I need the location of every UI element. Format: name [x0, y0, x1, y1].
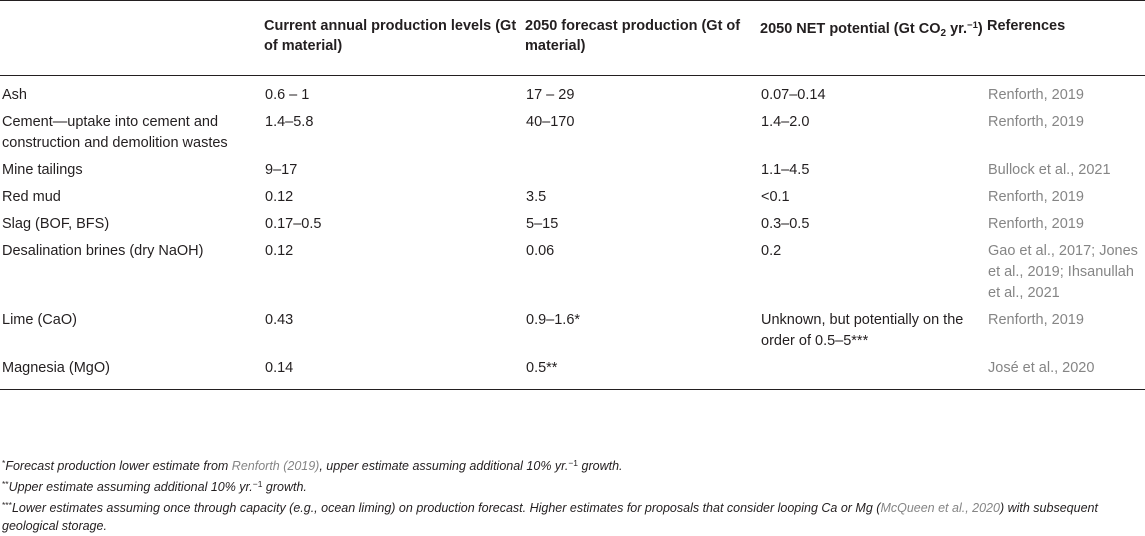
footnote-1-text-3: growth. — [578, 459, 623, 473]
cell-forecast: 17 – 29 — [526, 87, 575, 103]
table-header: Current annual production levels (Gt of … — [0, 0, 1145, 76]
cell-material: Desalination brines (dry NaOH) — [2, 243, 204, 259]
footnote-1-superscript: −1 — [568, 458, 579, 468]
cell-reference-link[interactable]: Renforth, 2019 — [988, 114, 1084, 130]
cell-forecast: 5–15 — [526, 216, 559, 232]
header-net-potential-subscript: 2 — [940, 28, 947, 39]
cell-potential: 0.3–0.5 — [761, 216, 810, 232]
table-row: Lime (CaO) 0.43 0.9–1.6* Unknown, but po… — [0, 309, 1145, 357]
cell-potential: Unknown, but potentially on the order of… — [761, 312, 964, 349]
footnote-2: **Upper estimate assuming additional 10%… — [2, 475, 1142, 496]
cell-material: Lime (CaO) — [2, 312, 77, 328]
table-row: Magnesia (MgO) 0.14 0.5** José et al., 2… — [0, 357, 1145, 390]
cell-potential: 1.4–2.0 — [761, 114, 810, 130]
table-row: Red mud 0.12 3.5 <0.1 Renforth, 2019 — [0, 186, 1145, 213]
footnote-2-text: Upper estimate assuming additional 10% y… — [8, 480, 253, 494]
cell-forecast: 0.06 — [526, 243, 555, 259]
footnote-2-text-2: growth. — [262, 480, 307, 494]
cell-reference-link[interactable]: José et al., 2020 — [988, 360, 1095, 376]
table-row: Desalination brines (dry NaOH) 0.12 0.06… — [0, 240, 1145, 309]
cell-reference-link[interactable]: Renforth, 2019 — [988, 216, 1084, 232]
cell-reference-link[interactable]: Renforth, 2019 — [988, 189, 1084, 205]
cell-reference-link[interactable]: Bullock et al., 2021 — [988, 162, 1111, 178]
cell-material: Ash — [2, 87, 27, 103]
footnote-3-text-2: ) with subsequent geological storage. — [2, 501, 1098, 533]
cell-material: Red mud — [2, 189, 61, 205]
cell-current: 0.17–0.5 — [265, 216, 322, 232]
cell-reference-link[interactable]: Gao et al., 2017; Jones et al., 2019; Ih… — [988, 243, 1138, 301]
footnote-3-text: Lower estimates assuming once through ca… — [11, 501, 881, 515]
cell-forecast: 40–170 — [526, 114, 575, 130]
cell-current: 0.12 — [265, 189, 294, 205]
header-2050-forecast: 2050 forecast production (Gt of material… — [525, 18, 741, 54]
production-table: Current annual production levels (Gt of … — [0, 0, 1145, 390]
footnote-3-mark: *** — [2, 500, 12, 510]
header-row: Current annual production levels (Gt of … — [0, 0, 1145, 76]
header-current-production: Current annual production levels (Gt of … — [264, 18, 517, 54]
footnote-1-mark: * — [2, 458, 6, 468]
header-net-potential-close: ) — [977, 21, 983, 37]
cell-current: 1.4–5.8 — [265, 114, 314, 130]
cell-material: Magnesia (MgO) — [2, 360, 110, 376]
cell-current: 0.43 — [265, 312, 294, 328]
footnote-1-text: Forecast production lower estimate from — [5, 459, 232, 473]
cell-material: Mine tailings — [2, 162, 83, 178]
cell-current: 0.12 — [265, 243, 294, 259]
header-net-potential: 2050 NET potential (Gt CO2 yr.−1) — [760, 1, 987, 76]
cell-current: 0.14 — [265, 360, 294, 376]
table-row: Mine tailings 9–17 1.1–4.5 Bullock et al… — [0, 159, 1145, 186]
cell-potential: 0.2 — [761, 243, 782, 259]
footnote-1: *Forecast production lower estimate from… — [2, 454, 1142, 475]
cell-potential: <0.1 — [761, 189, 790, 205]
table-row: Slag (BOF, BFS) 0.17–0.5 5–15 0.3–0.5 Re… — [0, 213, 1145, 240]
table-footnotes: *Forecast production lower estimate from… — [2, 454, 1142, 535]
cell-reference-link[interactable]: Renforth, 2019 — [988, 312, 1084, 328]
cell-forecast: 0.9–1.6* — [526, 312, 581, 328]
header-net-potential-superscript: −1 — [967, 20, 978, 31]
cell-material: Cement—uptake into cement and constructi… — [2, 114, 228, 151]
cell-forecast — [525, 159, 760, 186]
table-row: Cement—uptake into cement and constructi… — [0, 111, 1145, 159]
footnote-3-citation-link[interactable]: McQueen et al., 2020 — [880, 501, 1000, 515]
table-body: Ash 0.6 – 1 17 – 29 0.07–0.14 Renforth, … — [0, 76, 1145, 390]
cell-potential: 0.07–0.14 — [761, 87, 826, 103]
header-net-potential-unit: yr. — [946, 21, 968, 37]
header-material — [0, 1, 264, 76]
footnote-3: ***Lower estimates assuming once through… — [2, 496, 1142, 535]
footnote-2-superscript: −1 — [252, 479, 263, 489]
cell-current: 0.6 – 1 — [265, 87, 310, 103]
cell-potential — [760, 357, 987, 390]
footnote-2-mark: ** — [2, 479, 9, 489]
cell-reference-link[interactable]: Renforth, 2019 — [988, 87, 1084, 103]
header-net-potential-text: 2050 NET potential (Gt CO — [760, 21, 941, 37]
cell-forecast: 0.5** — [526, 360, 558, 376]
footnote-1-citation-link[interactable]: Renforth (2019) — [231, 459, 320, 473]
footnote-1-text-2: , upper estimate assuming additional 10%… — [319, 459, 569, 473]
table-row: Ash 0.6 – 1 17 – 29 0.07–0.14 Renforth, … — [0, 76, 1145, 112]
cell-material: Slag (BOF, BFS) — [2, 216, 110, 232]
cell-current: 9–17 — [265, 162, 298, 178]
cell-potential: 1.1–4.5 — [761, 162, 810, 178]
cell-forecast: 3.5 — [526, 189, 547, 205]
header-references: References — [987, 18, 1066, 34]
